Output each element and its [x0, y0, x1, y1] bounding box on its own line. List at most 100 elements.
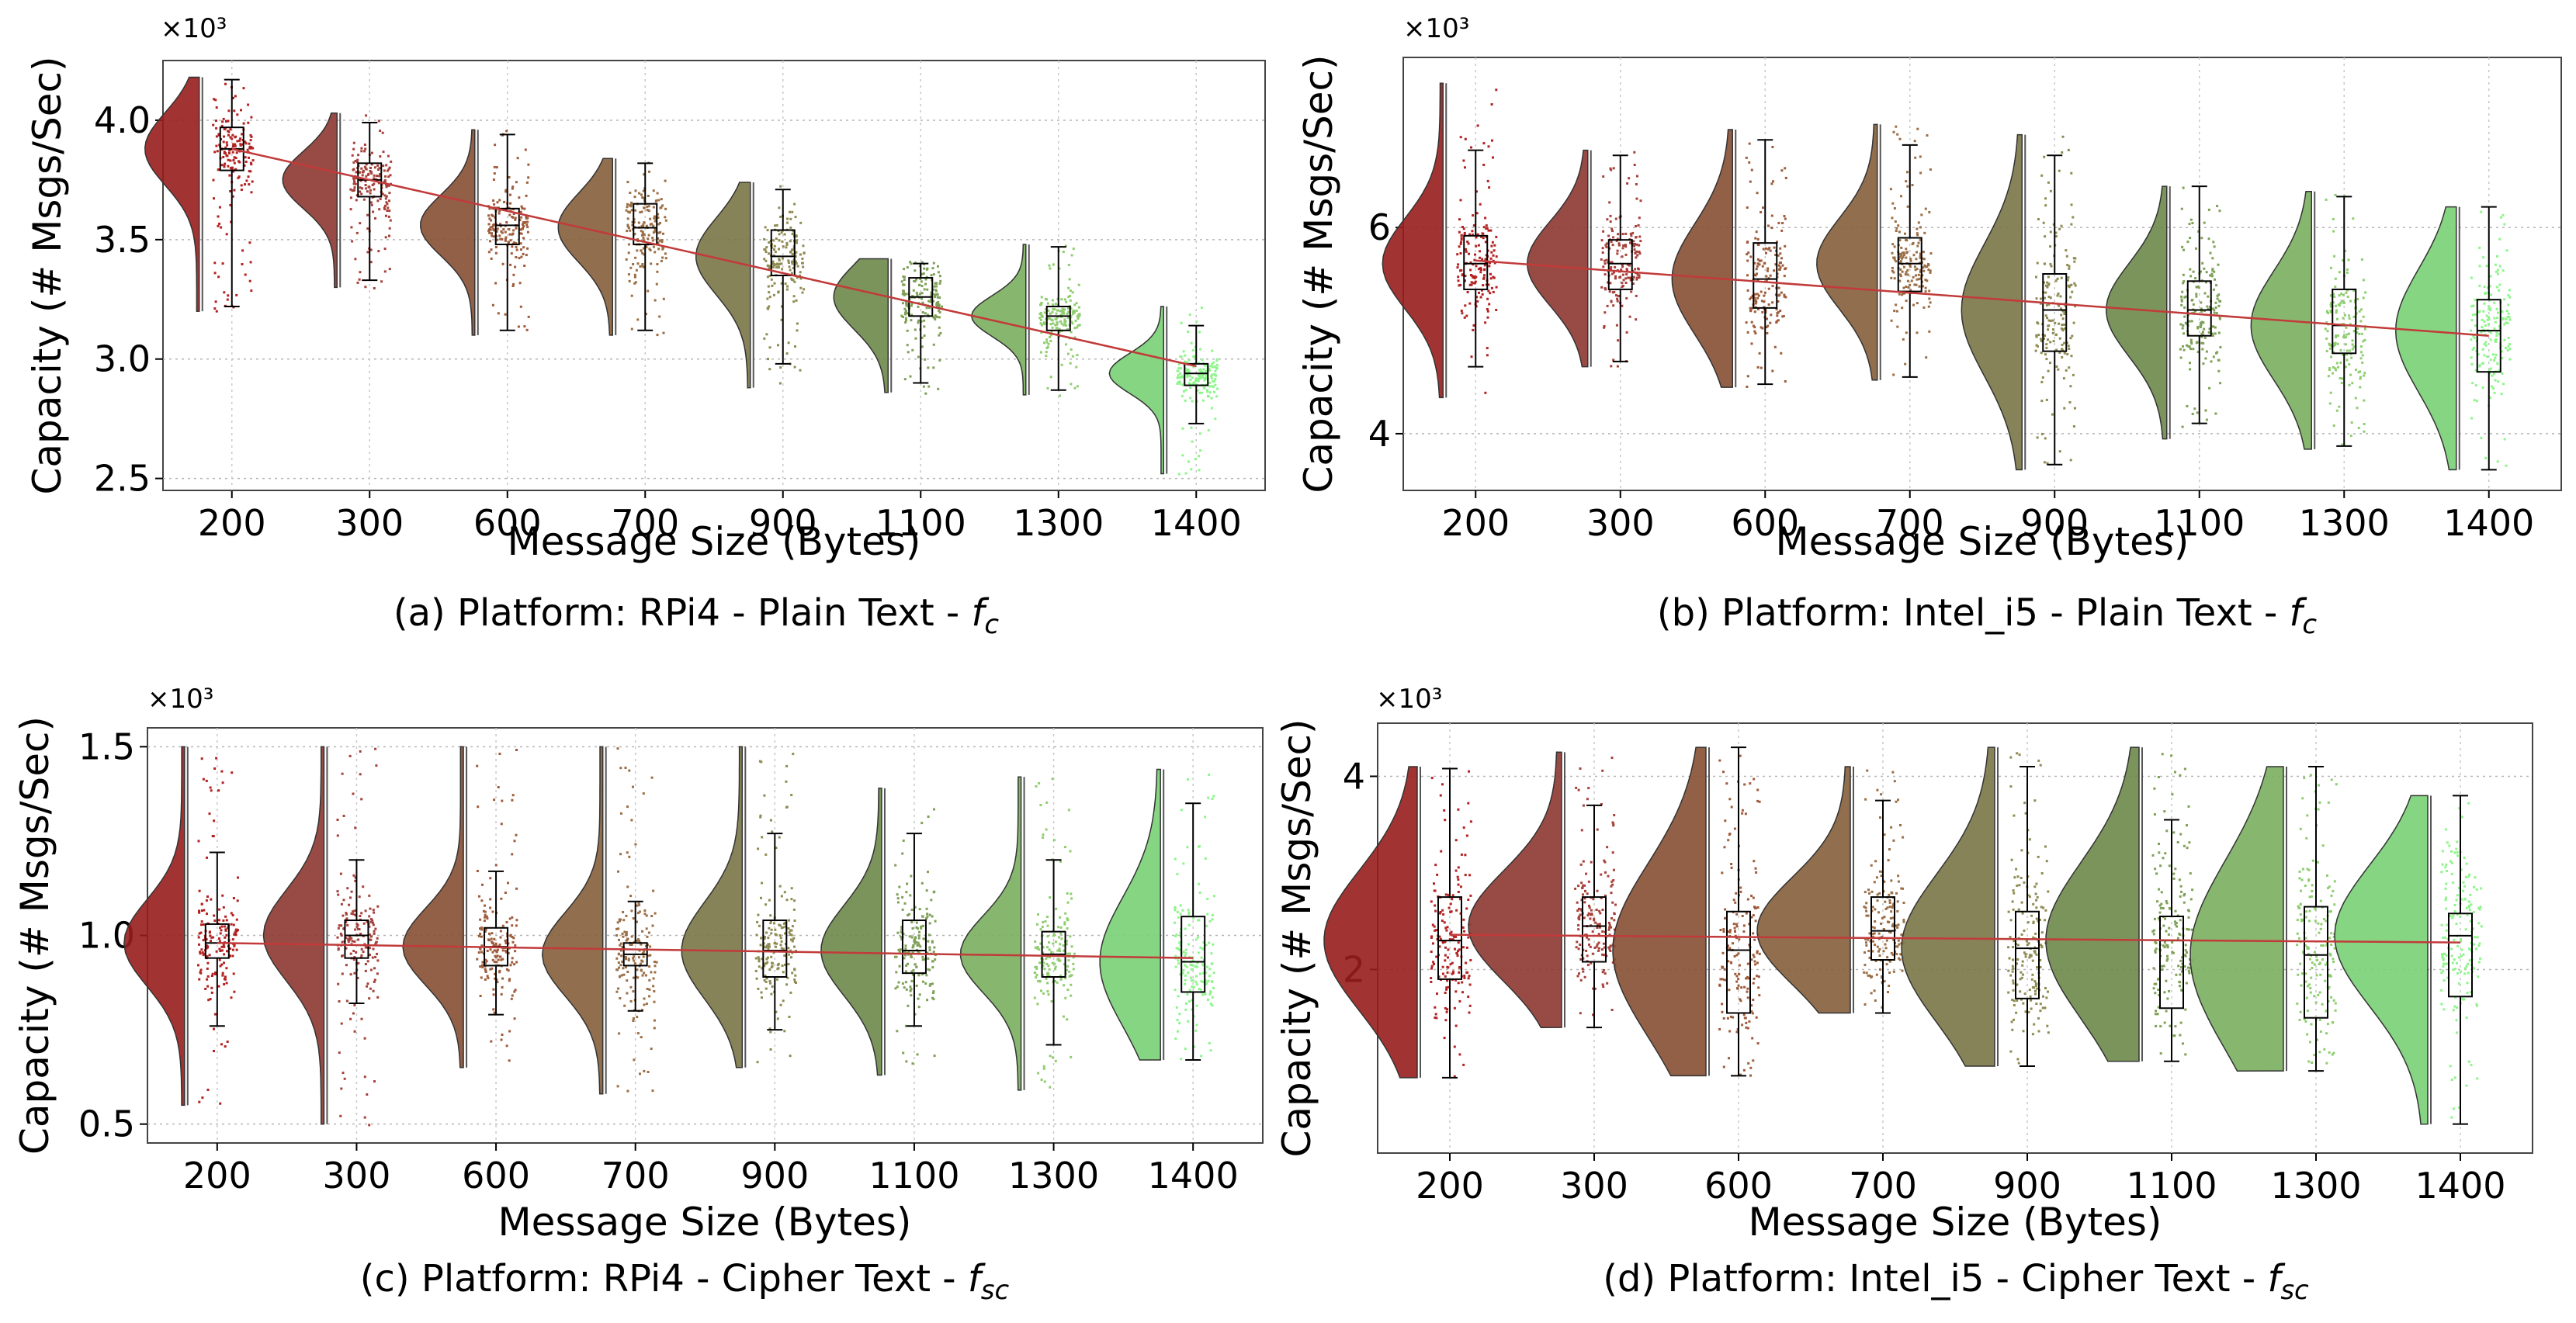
x-tick-label: 1100 [875, 502, 966, 544]
violin-700 [541, 746, 604, 1095]
box-200 [1437, 896, 1462, 980]
violin-1100 [2106, 185, 2168, 440]
x-axis-label: Message Size (Bytes) [1749, 1200, 2162, 1245]
box-1400 [2448, 913, 2473, 998]
violin-600 [420, 129, 476, 336]
box-300 [344, 920, 369, 959]
scatter-200 [1456, 88, 1498, 394]
box-300 [1582, 896, 1607, 963]
violin-700 [1816, 123, 1878, 381]
x-tick-label: 300 [1586, 502, 1655, 544]
y-tick-label: 3.0 [94, 338, 151, 380]
x-tick-label: 200 [183, 1155, 251, 1197]
y-multiplier: ×10³ [161, 13, 227, 44]
violin-1100 [2045, 746, 2140, 1062]
scatter-1300 [2324, 193, 2367, 446]
violin-300 [282, 112, 338, 289]
x-tick-label: 1400 [2443, 502, 2534, 544]
violin-200 [144, 76, 200, 312]
caption-c: (c) Platform: RPi4 - Cipher Text - fsc [360, 1257, 1010, 1306]
box-1300 [1045, 306, 1071, 331]
scatter-900 [754, 753, 797, 1064]
x-tick-label: 1400 [2415, 1165, 2505, 1207]
box-900 [762, 920, 788, 978]
violin-1300 [959, 776, 1022, 1091]
box-1100 [2159, 915, 2184, 1010]
violin-1400 [2334, 795, 2429, 1125]
violin-300 [1468, 751, 1562, 1028]
violin-900 [1901, 746, 1995, 1067]
violin-1100 [833, 258, 889, 393]
y-multiplier: ×10³ [147, 684, 213, 715]
y-tick-label: 4 [1343, 755, 1365, 797]
box-1100 [2186, 280, 2212, 337]
scatter-1100 [2151, 753, 2194, 1056]
scatter-1400 [2440, 802, 2483, 1119]
x-tick-label: 600 [1704, 1165, 1773, 1207]
y-tick-label: 4.0 [94, 99, 151, 141]
x-tick-label: 700 [1849, 1165, 1917, 1207]
box-900 [2015, 910, 2040, 999]
scatter-200 [197, 757, 239, 1105]
box-1300 [2332, 288, 2357, 355]
scatter-900 [763, 185, 806, 385]
scatter-300 [349, 114, 393, 289]
box-200 [1463, 234, 1489, 290]
x-axis-label: Message Size (Bytes) [508, 519, 921, 564]
violin-700 [1756, 766, 1851, 1014]
scatter-1100 [894, 808, 937, 1065]
x-tick-label: 1300 [2270, 1165, 2361, 1207]
caption-b: (b) Platform: Intel_i5 - Plain Text - fc [1657, 591, 2318, 640]
violin-300 [262, 746, 325, 1125]
y-tick-label: 1.5 [78, 726, 135, 767]
box-700 [1897, 237, 1922, 293]
scatter-200 [1430, 770, 1472, 1078]
violin-200 [1323, 766, 1418, 1079]
caption-d: (d) Platform: Intel_i5 - Cipher Text - f… [1603, 1257, 2309, 1306]
x-axis-label: Message Size (Bytes) [498, 1200, 912, 1245]
scatter-200 [212, 82, 255, 313]
x-tick-label: 900 [1993, 1165, 2061, 1207]
violin-900 [681, 746, 744, 1068]
scatter-900 [2034, 135, 2077, 465]
y-multiplier: ×10³ [1376, 684, 1442, 715]
caption-a: (a) Platform: RPi4 - Plain Text - fc [394, 591, 999, 640]
box-200 [204, 923, 230, 959]
x-tick-label: 1400 [1148, 1155, 1239, 1197]
x-tick-label: 1300 [1013, 502, 1104, 544]
x-tick-label: 200 [1416, 1165, 1484, 1207]
violin-600 [1612, 746, 1707, 1077]
x-tick-label: 200 [1441, 502, 1510, 544]
y-axis-label: Capacity (# Msgs/Sec) [1274, 719, 1319, 1157]
y-tick-label: 3.5 [94, 219, 151, 261]
scatter-700 [1863, 769, 1905, 1009]
violin-700 [557, 158, 613, 336]
violin-200 [1382, 82, 1444, 399]
violin-600 [402, 746, 464, 1068]
box-1100 [901, 920, 927, 975]
chart-panel-a: 2.5 3.0 3.5 4.0 ×10³ 200 300 600 700 900 1100 1300 1… [25, 13, 1266, 564]
violin-900 [1961, 133, 2023, 471]
x-tick-label: 1100 [2154, 502, 2245, 544]
violin-1400 [1108, 306, 1164, 475]
violin-200 [123, 746, 185, 1107]
y-axis-label: Capacity (# Msgs/Sec) [25, 56, 70, 494]
x-tick-label: 1300 [1008, 1155, 1099, 1197]
box-600 [1753, 242, 1778, 309]
x-tick-label: 1100 [868, 1155, 959, 1197]
scatter-1300 [1033, 778, 1076, 1089]
box-700 [633, 203, 658, 245]
scatter-1100 [2179, 186, 2222, 428]
plot-area [162, 60, 1266, 491]
trend-line [231, 147, 1197, 368]
scatter-1400 [1176, 307, 1219, 476]
violin-1300 [971, 244, 1027, 396]
box-1400 [1181, 916, 1206, 993]
x-tick-label: 900 [740, 1155, 809, 1197]
box-1300 [2304, 906, 2328, 1019]
x-tick-label: 700 [611, 502, 679, 544]
scatter-300 [1574, 757, 1617, 1016]
trend-line [1449, 933, 2461, 944]
x-tick-label: 600 [1731, 502, 1799, 544]
